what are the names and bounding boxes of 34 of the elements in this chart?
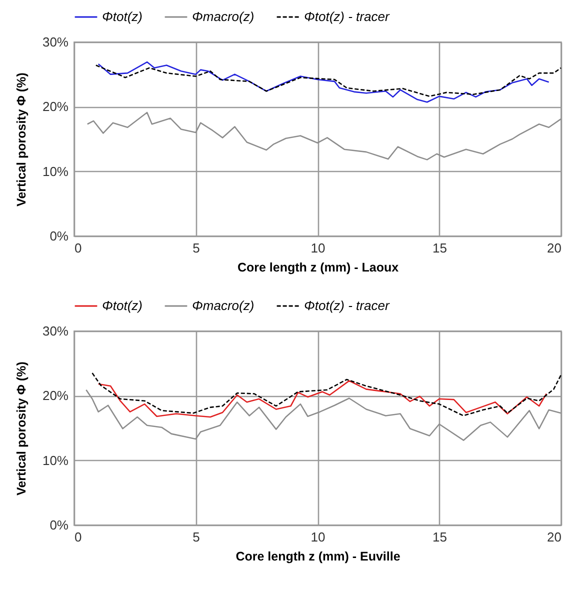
y-tick-label: 20% xyxy=(42,99,69,114)
legend-label: Φtot(z) xyxy=(102,298,142,313)
x-tick-label: 15 xyxy=(432,530,447,544)
y-tick-label: 30% xyxy=(42,34,69,50)
y-tick-label: 20% xyxy=(42,388,69,404)
y-axis-title: Vertical porosity Φ (%) xyxy=(14,362,28,496)
x-axis-title: Core length z (mm) - Euville xyxy=(236,550,400,564)
y-axis-title: Vertical porosity Φ (%) xyxy=(14,72,28,206)
line-series xyxy=(86,112,562,160)
x-tick-label: 20 xyxy=(547,530,562,544)
legend-label: Φtot(z) xyxy=(102,9,142,24)
x-tick-label: 0 xyxy=(74,530,82,544)
x-tick-label: 5 xyxy=(192,530,200,544)
line-series xyxy=(95,64,562,97)
legend-label: Φtot(z) - tracer xyxy=(304,298,390,313)
x-tick-label: 20 xyxy=(547,240,562,256)
x-tick-label: 10 xyxy=(310,530,326,544)
y-tick-label: 10% xyxy=(42,164,69,179)
y-tick-label: 30% xyxy=(42,324,69,338)
y-tick-label: 0% xyxy=(50,228,69,244)
line-series xyxy=(86,389,562,441)
x-tick-label: 5 xyxy=(192,240,200,256)
legend-label: Φmacro(z) xyxy=(192,9,254,24)
x-tick-label: 15 xyxy=(432,240,447,256)
line-series xyxy=(98,61,550,103)
line-series xyxy=(98,380,548,418)
y-tick-label: 10% xyxy=(42,452,69,468)
x-tick-label: 10 xyxy=(310,240,326,256)
legend-label: Φtot(z) - tracer xyxy=(304,9,390,24)
legend-label: Φmacro(z) xyxy=(192,298,254,313)
x-axis-title: Core length z (mm) - Laoux xyxy=(237,260,399,274)
y-tick-label: 0% xyxy=(50,518,69,532)
line-series xyxy=(92,372,562,416)
x-tick-label: 0 xyxy=(74,240,82,256)
